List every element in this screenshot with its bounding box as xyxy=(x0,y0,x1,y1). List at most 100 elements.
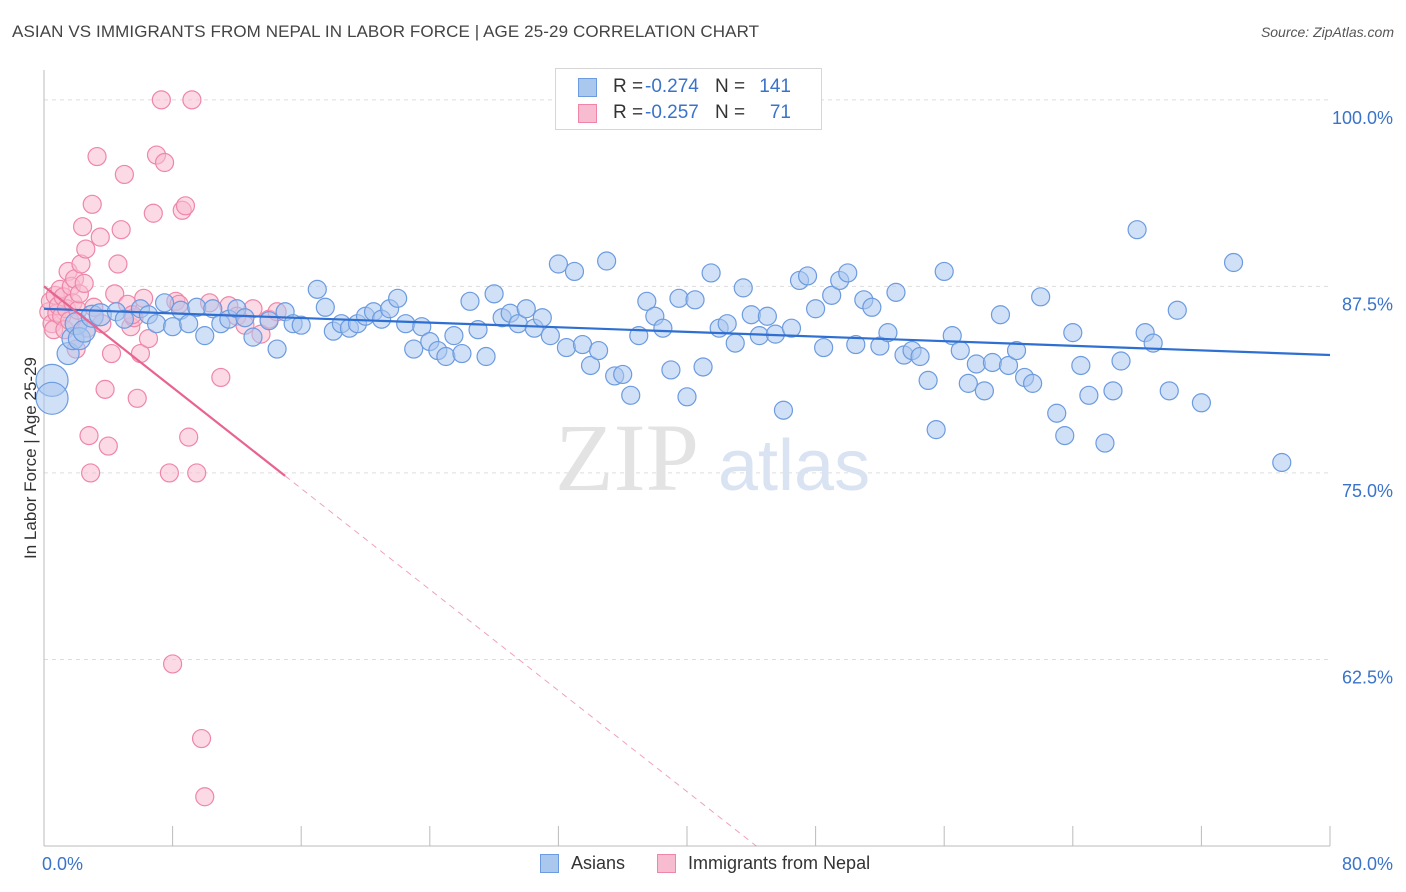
asian-point-137 xyxy=(1272,452,1292,473)
asian-point-94 xyxy=(814,337,834,358)
asian-point-10 xyxy=(114,309,134,329)
asian-point-108 xyxy=(926,420,946,440)
asian-point-65 xyxy=(580,355,601,376)
nepal-point-49 xyxy=(154,152,175,173)
asian-point-113 xyxy=(966,354,986,374)
asian-point-98 xyxy=(846,334,866,355)
asian-point-57 xyxy=(516,299,536,319)
trend-lines xyxy=(43,285,1331,847)
asian-point-75 xyxy=(661,360,681,380)
asian-point-26 xyxy=(259,311,279,331)
asian-point-97 xyxy=(838,263,858,283)
asian-point-76 xyxy=(669,288,689,308)
asian-point-72 xyxy=(637,291,657,311)
asian-point-19 xyxy=(195,326,215,346)
asian-point-25 xyxy=(243,327,263,347)
y-tick-label-0: 62.5% xyxy=(1342,667,1393,687)
asian-trend-line xyxy=(43,307,1331,357)
nepal-point-23 xyxy=(76,239,96,259)
nepal-point-51 xyxy=(163,654,183,674)
asian-point-83 xyxy=(725,333,745,353)
r-label: R = xyxy=(613,76,644,97)
asian-point-66 xyxy=(588,340,609,361)
asian-point-84 xyxy=(733,278,753,298)
asian-point-24 xyxy=(235,308,255,328)
asian-point-118 xyxy=(1006,340,1027,361)
asian-point-95 xyxy=(822,285,842,305)
asian-point-125 xyxy=(1071,355,1091,376)
legend-row-asians: R = -0.274 N = 141 xyxy=(578,75,791,99)
series-legend: Asians Immigrants from Nepal xyxy=(540,853,902,874)
legend-item-asians[interactable]: Asians xyxy=(540,853,625,874)
nepal-legend-swatch xyxy=(657,854,677,873)
nepal-point-55 xyxy=(175,196,196,216)
asian-point-120 xyxy=(1023,373,1043,393)
grid-lines xyxy=(44,99,1330,660)
legend-item-nepal[interactable]: Immigrants from Nepal xyxy=(657,853,870,874)
asian-point-1 xyxy=(35,381,69,415)
nepal-point-26 xyxy=(81,463,101,483)
asian-point-41 xyxy=(388,288,408,308)
nepal-point-46 xyxy=(143,203,163,223)
asian-point-93 xyxy=(805,299,826,319)
nepal-point-33 xyxy=(98,436,118,456)
nepal-trend-line xyxy=(43,285,286,477)
asian-point-78 xyxy=(685,290,705,310)
asian-point-85 xyxy=(741,305,761,325)
asian-point-74 xyxy=(653,318,673,338)
asian-point-80 xyxy=(701,263,721,283)
nepal-point-27 xyxy=(82,194,102,214)
asian-point-70 xyxy=(621,385,641,405)
asian-point-103 xyxy=(886,282,906,302)
r-value: -0.274 xyxy=(645,76,699,97)
nepal-point-57 xyxy=(182,90,202,110)
nepal-point-38 xyxy=(114,164,134,185)
nepal-swatch xyxy=(578,103,597,123)
x-tick-label-min: 0.0% xyxy=(42,854,83,874)
asian-point-50 xyxy=(460,291,480,311)
asian-point-114 xyxy=(974,381,994,401)
stats-legend: R = -0.274 N = 141 R = -0.257 N = 71 xyxy=(555,68,822,130)
asian-point-89 xyxy=(773,400,794,420)
asian-point-129 xyxy=(1111,351,1131,371)
nepal-point-48 xyxy=(151,90,171,110)
nepal-point-29 xyxy=(87,146,107,167)
asian-point-52 xyxy=(476,346,496,367)
asian-point-130 xyxy=(1127,220,1147,240)
asian-point-20 xyxy=(203,299,223,319)
asian-point-135 xyxy=(1191,393,1212,413)
nepal-point-45 xyxy=(138,329,159,349)
r-value: -0.257 xyxy=(645,102,699,123)
legend-row-nepal: R = -0.257 N = 71 xyxy=(578,101,791,125)
legend-label-asians: Asians xyxy=(571,853,626,873)
asian-point-60 xyxy=(540,326,560,346)
asian-point-122 xyxy=(1047,403,1067,423)
nepal-point-22 xyxy=(74,273,94,293)
asian-point-111 xyxy=(950,340,970,361)
asian-point-116 xyxy=(990,305,1011,325)
y-axis-label: In Labor Force | Age 25-29 xyxy=(21,357,40,559)
asian-point-69 xyxy=(613,364,633,385)
asian-point-123 xyxy=(1055,426,1075,446)
asians-swatch xyxy=(578,77,597,97)
asian-point-100 xyxy=(862,297,882,317)
x-tick-label-max: 80.0% xyxy=(1342,854,1393,874)
watermark-atlas: atlas xyxy=(718,426,870,506)
y-tick-labels: 62.5% 75.0% 87.5% 100.0% xyxy=(1332,108,1393,688)
nepal-point-30 xyxy=(90,227,110,247)
y-tick-label-2: 87.5% xyxy=(1342,294,1393,314)
asian-point-13 xyxy=(146,314,167,334)
asian-point-110 xyxy=(942,326,962,346)
asian-point-49 xyxy=(452,343,472,364)
watermark: ZIP atlas xyxy=(555,404,870,511)
asian-point-102 xyxy=(878,323,898,343)
nepal-point-59 xyxy=(191,728,212,749)
source-label: Source: ZipAtlas.com xyxy=(1260,24,1394,40)
nepal-point-32 xyxy=(95,379,115,399)
asian-point-47 xyxy=(436,346,456,367)
asian-point-90 xyxy=(781,318,802,338)
nepal-point-56 xyxy=(179,427,199,447)
n-value: 71 xyxy=(769,102,791,123)
